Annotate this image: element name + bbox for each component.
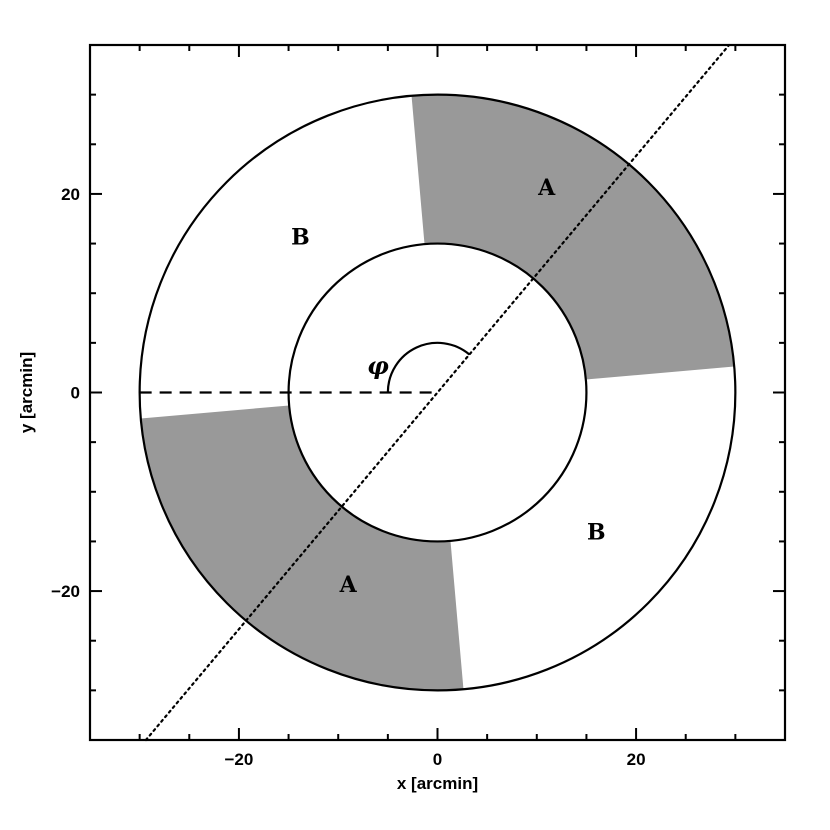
- region-labels: A A B B: [291, 175, 605, 598]
- x-tick-label: 0: [433, 750, 442, 769]
- x-tick-label: 20: [627, 750, 646, 769]
- angle-arc: [386, 341, 471, 393]
- reference-lines: φ: [139, 43, 731, 742]
- shaded-sectors: [140, 94, 735, 691]
- region-label-a: A: [339, 572, 358, 598]
- shaded-sector-2: [140, 405, 464, 691]
- axis-ticks: [89, 44, 786, 741]
- x-tick-label: −20: [225, 750, 254, 769]
- region-label-b: B: [587, 519, 606, 545]
- region-label-a: A: [537, 175, 556, 201]
- shaded-sector-1: [411, 94, 735, 380]
- y-tick-label: 0: [71, 384, 80, 403]
- x-axis-label: x [arcmin]: [397, 774, 478, 793]
- angle-phi-label: φ: [367, 351, 389, 380]
- dotted-axis-line: [144, 43, 731, 742]
- tick-labels: −20 0 20 20 0 −20: [51, 185, 645, 769]
- y-axis-label: y [arcmin]: [17, 352, 36, 433]
- region-label-b: B: [291, 225, 310, 251]
- y-tick-label: −20: [51, 582, 80, 601]
- y-tick-label: 20: [61, 185, 80, 204]
